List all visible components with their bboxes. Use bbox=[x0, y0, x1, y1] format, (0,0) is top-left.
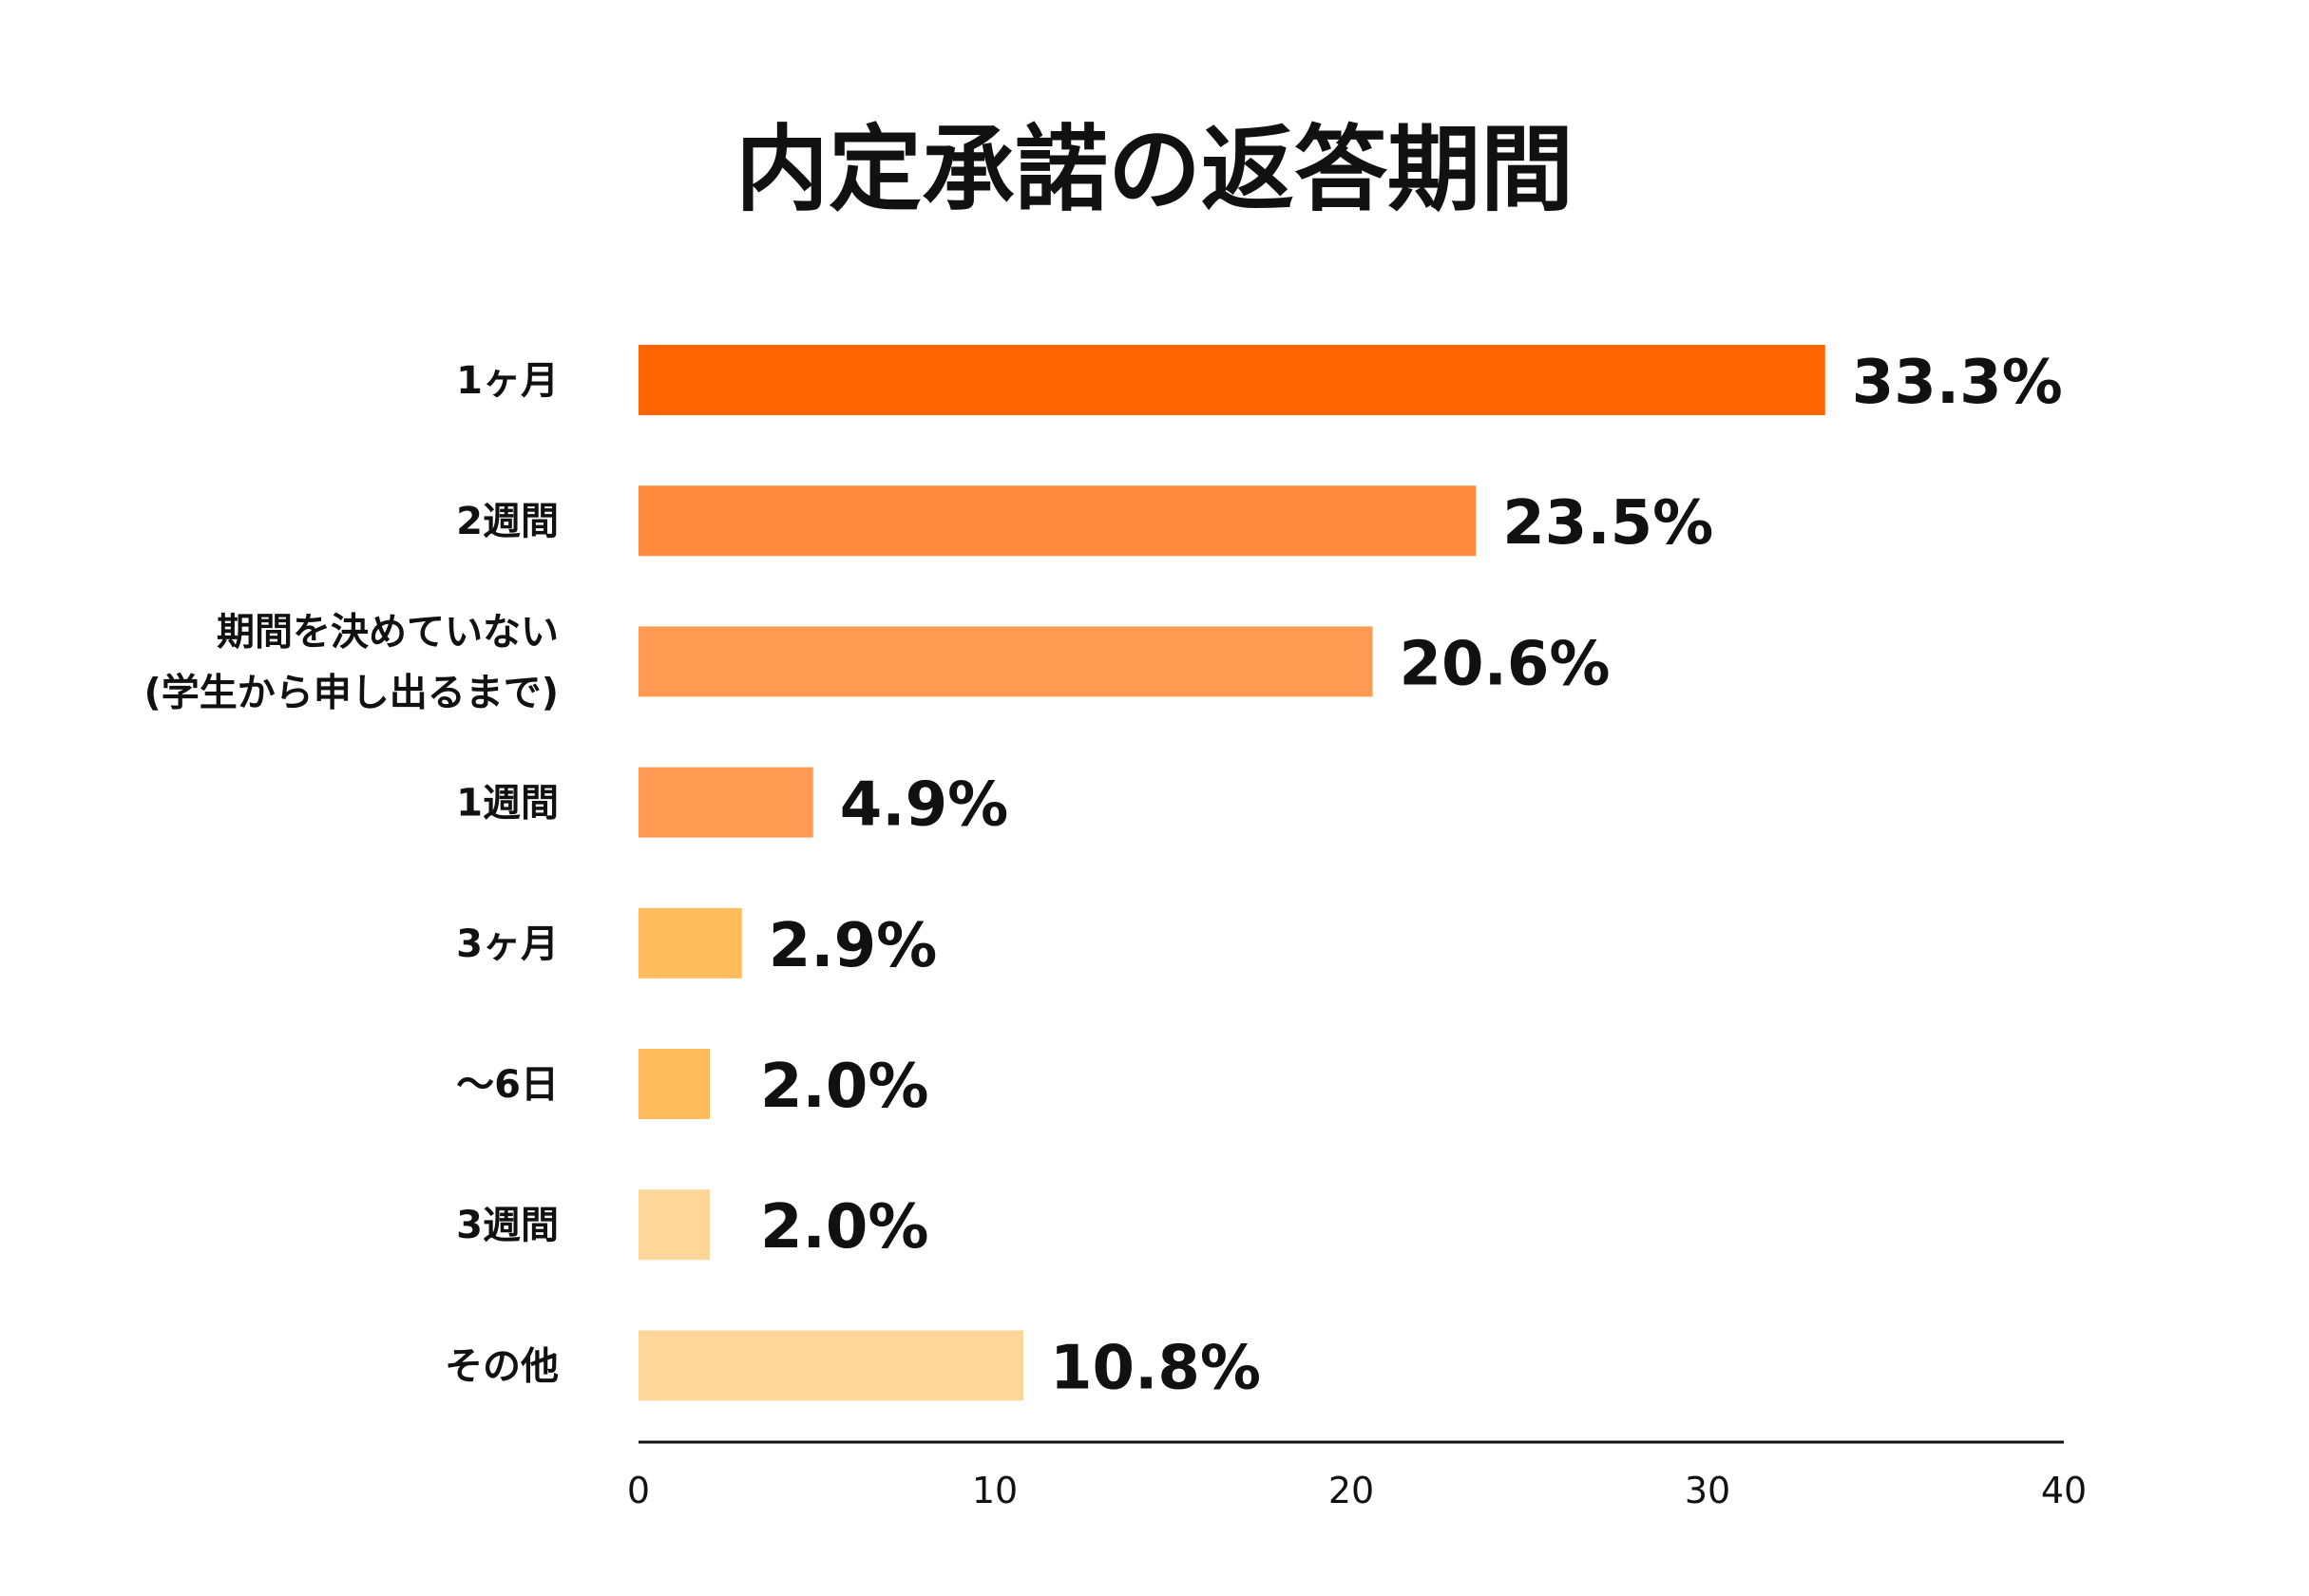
bar-5 bbox=[639, 1049, 710, 1119]
bar-3 bbox=[639, 767, 813, 838]
bar-7 bbox=[639, 1330, 1023, 1401]
category-label-5: ～6日 bbox=[456, 1063, 559, 1107]
category-label-3: 1週間 bbox=[456, 782, 559, 826]
bar-2 bbox=[639, 626, 1373, 697]
x-tick-label-40: 40 bbox=[2041, 1470, 2087, 1511]
x-tick-label-0: 0 bbox=[627, 1470, 650, 1511]
value-label-6: 2.0% bbox=[760, 1192, 929, 1263]
value-label-4: 2.9% bbox=[769, 911, 938, 981]
bar-0 bbox=[639, 345, 1825, 415]
bar-1 bbox=[639, 485, 1477, 557]
category-label-6: 3週間 bbox=[456, 1204, 559, 1247]
category-label-1: 2週間 bbox=[456, 500, 559, 543]
bar-6 bbox=[639, 1189, 710, 1261]
value-label-7: 10.8% bbox=[1050, 1333, 1261, 1403]
x-tick-label-10: 10 bbox=[972, 1470, 1018, 1511]
chart-title: 内定承諾の返答期間 bbox=[735, 116, 1574, 224]
bar-4 bbox=[639, 907, 742, 978]
x-tick-label-30: 30 bbox=[1685, 1470, 1730, 1511]
category-label-2-0: 期間を決めていない bbox=[217, 610, 559, 654]
category-label-4: 3ヶ月 bbox=[456, 922, 559, 966]
value-label-1: 23.5% bbox=[1502, 488, 1713, 559]
category-label-2-1: (学生から申し出るまで) bbox=[143, 671, 559, 714]
category-label-7: その他 bbox=[445, 1344, 559, 1388]
value-label-2: 20.6% bbox=[1400, 629, 1611, 699]
value-label-5: 2.0% bbox=[760, 1052, 929, 1122]
category-label-0: 1ヶ月 bbox=[456, 359, 559, 403]
x-tick-label-20: 20 bbox=[1328, 1470, 1374, 1511]
value-label-3: 4.9% bbox=[840, 770, 1009, 841]
value-label-0: 33.3% bbox=[1852, 348, 2063, 418]
